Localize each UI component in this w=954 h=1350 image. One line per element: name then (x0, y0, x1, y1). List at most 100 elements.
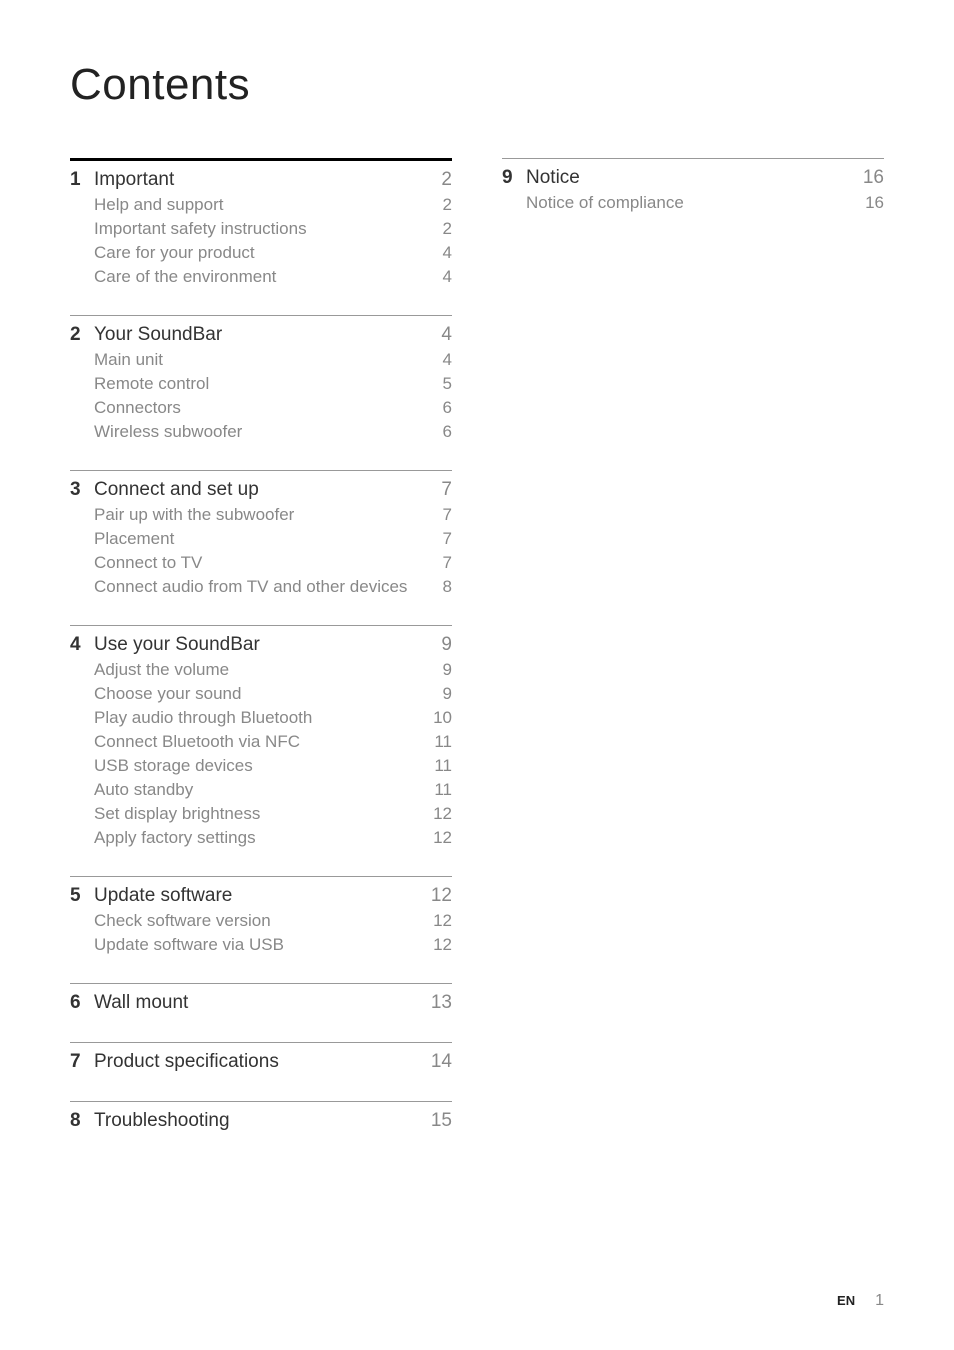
sub-title: Apply factory settings (94, 828, 425, 848)
sub-page: 12 (425, 935, 452, 955)
sub-page: 2 (435, 219, 452, 239)
toc-sub-row[interactable]: Help and support2 (70, 195, 452, 215)
toc-section-header[interactable]: 5Update software12 (70, 885, 452, 907)
sub-title: Connect Bluetooth via NFC (94, 732, 426, 752)
toc-sub-row[interactable]: Auto standby11 (70, 780, 452, 800)
toc-sub-row[interactable]: Remote control5 (70, 374, 452, 394)
toc-section-header[interactable]: 8Troubleshooting15 (70, 1110, 452, 1132)
toc-sub-row[interactable]: Check software version12 (70, 911, 452, 931)
sub-title: Choose your sound (94, 684, 435, 704)
toc-section-header[interactable]: 3Connect and set up7 (70, 479, 452, 501)
toc-section: 7Product specifications14 (70, 1042, 452, 1101)
toc-section: 1Important2Help and support2Important sa… (70, 158, 452, 315)
sub-page: 12 (425, 911, 452, 931)
page-title: Contents (70, 60, 884, 110)
toc-sub-row[interactable]: Set display brightness12 (70, 804, 452, 824)
sub-page: 9 (435, 660, 452, 680)
sub-page: 11 (426, 780, 452, 800)
toc-sub-row[interactable]: Connect audio from TV and other devices8 (70, 577, 452, 597)
toc-sub-row[interactable]: Connectors6 (70, 398, 452, 418)
section-title: Product specifications (94, 1051, 423, 1073)
sub-title: Adjust the volume (94, 660, 435, 680)
toc-section: 4Use your SoundBar9Adjust the volume9Cho… (70, 625, 452, 876)
section-number: 1 (70, 169, 94, 191)
page-footer: EN 1 (837, 1292, 884, 1310)
toc-sub-row[interactable]: Placement7 (70, 529, 452, 549)
sub-page: 4 (435, 243, 452, 263)
toc-sub-row[interactable]: Care of the environment4 (70, 267, 452, 287)
toc-sub-row[interactable]: Important safety instructions2 (70, 219, 452, 239)
toc-sub-row[interactable]: Choose your sound9 (70, 684, 452, 704)
section-number: 5 (70, 885, 94, 907)
toc-section: 5Update software12Check software version… (70, 876, 452, 983)
toc-sub-row[interactable]: Care for your product4 (70, 243, 452, 263)
sub-title: USB storage devices (94, 756, 426, 776)
toc-section-header[interactable]: 7Product specifications14 (70, 1051, 452, 1073)
toc-section: 2Your SoundBar4Main unit4Remote control5… (70, 315, 452, 470)
sub-title: Update software via USB (94, 935, 425, 955)
sub-title: Main unit (94, 350, 435, 370)
footer-page-number: 1 (875, 1292, 884, 1310)
toc-sub-row[interactable]: Pair up with the subwoofer7 (70, 505, 452, 525)
toc-sub-row[interactable]: Connect Bluetooth via NFC11 (70, 732, 452, 752)
section-number: 2 (70, 324, 94, 346)
sub-title: Pair up with the subwoofer (94, 505, 435, 525)
sub-page: 7 (435, 505, 452, 525)
toc-sub-row[interactable]: Update software via USB12 (70, 935, 452, 955)
toc-section: 8Troubleshooting15 (70, 1101, 452, 1160)
toc-section-header[interactable]: 1Important2 (70, 169, 452, 191)
sub-title: Connectors (94, 398, 435, 418)
section-page: 2 (433, 169, 452, 191)
section-page: 7 (433, 479, 452, 501)
toc-sub-row[interactable]: Notice of compliance16 (502, 193, 884, 213)
toc-section-header[interactable]: 2Your SoundBar4 (70, 324, 452, 346)
section-number: 6 (70, 992, 94, 1014)
toc-section-header[interactable]: 4Use your SoundBar9 (70, 634, 452, 656)
toc-sub-row[interactable]: Apply factory settings12 (70, 828, 452, 848)
toc-sub-row[interactable]: Wireless subwoofer6 (70, 422, 452, 442)
toc-section: 9Notice16Notice of compliance16 (502, 158, 884, 241)
toc-sub-row[interactable]: USB storage devices11 (70, 756, 452, 776)
section-page: 9 (433, 634, 452, 656)
sub-title: Set display brightness (94, 804, 425, 824)
sub-page: 16 (857, 193, 884, 213)
sub-page: 9 (435, 684, 452, 704)
section-number: 3 (70, 479, 94, 501)
section-title: Wall mount (94, 992, 423, 1014)
section-page: 13 (423, 992, 452, 1014)
section-title: Update software (94, 885, 423, 907)
sub-title: Help and support (94, 195, 435, 215)
sub-page: 11 (426, 756, 452, 776)
section-title: Notice (526, 167, 855, 189)
sub-page: 10 (425, 708, 452, 728)
toc-sub-row[interactable]: Connect to TV7 (70, 553, 452, 573)
sub-title: Wireless subwoofer (94, 422, 435, 442)
sub-page: 11 (426, 732, 452, 752)
toc-sub-row[interactable]: Adjust the volume9 (70, 660, 452, 680)
sub-page: 7 (435, 529, 452, 549)
sub-title: Placement (94, 529, 435, 549)
sub-title: Connect to TV (94, 553, 435, 573)
section-number: 9 (502, 167, 526, 189)
section-number: 4 (70, 634, 94, 656)
sub-title: Connect audio from TV and other devices (94, 577, 435, 597)
section-title: Troubleshooting (94, 1110, 423, 1132)
sub-title: Auto standby (94, 780, 426, 800)
section-page: 4 (433, 324, 452, 346)
sub-page: 8 (435, 577, 452, 597)
sub-title: Important safety instructions (94, 219, 435, 239)
section-page: 14 (423, 1051, 452, 1073)
section-number: 8 (70, 1110, 94, 1132)
section-page: 16 (855, 167, 884, 189)
sub-title: Notice of compliance (526, 193, 857, 213)
toc-section: 6Wall mount13 (70, 983, 452, 1042)
sub-title: Check software version (94, 911, 425, 931)
section-title: Important (94, 169, 433, 191)
toc-section-header[interactable]: 9Notice16 (502, 167, 884, 189)
sub-page: 2 (435, 195, 452, 215)
toc-section-header[interactable]: 6Wall mount13 (70, 992, 452, 1014)
toc-sub-row[interactable]: Main unit4 (70, 350, 452, 370)
section-page: 12 (423, 885, 452, 907)
sub-page: 6 (435, 398, 452, 418)
toc-sub-row[interactable]: Play audio through Bluetooth10 (70, 708, 452, 728)
